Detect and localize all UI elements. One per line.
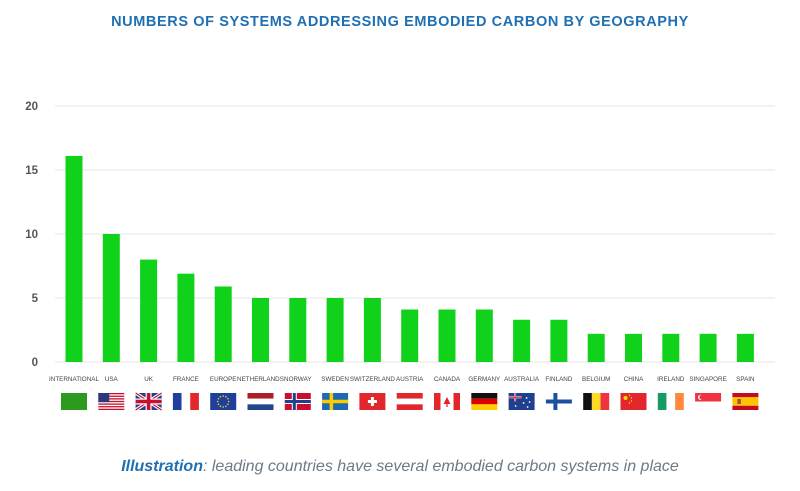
bar (102, 234, 120, 362)
y-tick-label: 5 (32, 293, 39, 305)
x-tick-label: AUSTRIA (396, 376, 424, 383)
flag-icon (284, 393, 311, 410)
x-tick-label: SINGAPORE (689, 376, 726, 383)
bar (736, 333, 754, 362)
flag-icon (247, 393, 274, 410)
x-tick-label: FRANCE (173, 376, 199, 383)
flag-icon (657, 393, 684, 410)
x-tick-label: CHINA (624, 376, 644, 383)
bar (177, 273, 195, 362)
x-axis-labels: INTERNATIONAL USA UK FRANCE EUROPE NETHERLAND… (49, 376, 755, 383)
bar (65, 155, 83, 362)
x-tick-label: AUSTRALIA (504, 376, 540, 383)
x-tick-label: USA (105, 376, 119, 383)
x-tick-label: SPAIN (736, 376, 755, 383)
flag-icon (434, 393, 460, 410)
flag-icon (695, 393, 722, 410)
caption-strong: Illustration (121, 458, 203, 475)
bar (401, 309, 419, 362)
bar (363, 298, 381, 362)
caption: Illustration: leading countries have sev… (0, 458, 800, 476)
x-tick-label: IRELAND (657, 376, 685, 383)
x-tick-label: EUROPE (210, 376, 237, 383)
bar (587, 333, 605, 362)
flag-icon (545, 393, 572, 410)
y-tick-label: 0 (32, 357, 38, 369)
x-tick-label: FINLAND (545, 376, 572, 383)
chart-title: NUMBERS OF SYSTEMS ADDRESSING EMBODIED C… (111, 14, 689, 30)
flag-icon (210, 393, 237, 410)
flag-row (61, 391, 759, 412)
flag-icon (98, 393, 125, 410)
flag-icon (61, 393, 87, 410)
flag-icon (732, 393, 759, 410)
bar (625, 333, 642, 362)
flag-icon (359, 393, 386, 410)
flag-icon (583, 393, 610, 410)
bar (662, 333, 680, 362)
flag-icon (396, 393, 423, 410)
x-tick-label: CANADA (434, 376, 461, 383)
caption-text: : leading countries have several embodie… (202, 458, 679, 475)
x-tick-label: UK (144, 376, 154, 383)
y-tick-label: 15 (25, 165, 38, 177)
bar (699, 333, 717, 362)
bar (289, 298, 307, 362)
x-tick-label: GERMANY (468, 376, 501, 383)
flag-icon (508, 393, 535, 410)
y-tick-label: 20 (25, 101, 38, 113)
flag-icon (620, 393, 647, 410)
y-tick-label: 10 (25, 229, 38, 241)
x-tick-label: SWITZERLAND (350, 376, 396, 383)
flag-icon (471, 393, 498, 410)
bar (513, 319, 531, 362)
x-tick-label: SWEDEN (321, 376, 349, 383)
y-axis-ticks: 0 5 10 15 20 (25, 101, 38, 369)
bar (475, 309, 493, 362)
x-tick-label: BELGIUM (582, 376, 610, 383)
bar (326, 298, 344, 362)
flag-icon (322, 393, 349, 410)
bars (65, 155, 754, 362)
bar (214, 286, 232, 362)
x-tick-label: INTERNATIONAL (49, 376, 99, 383)
x-tick-label: NETHERLANDS (237, 376, 284, 383)
bar (550, 319, 568, 362)
x-tick-label: NORWAY (284, 376, 312, 383)
bar (252, 298, 269, 362)
bar (140, 259, 158, 362)
flag-icon (134, 391, 163, 412)
bar (438, 309, 456, 362)
flag-icon (172, 393, 199, 410)
